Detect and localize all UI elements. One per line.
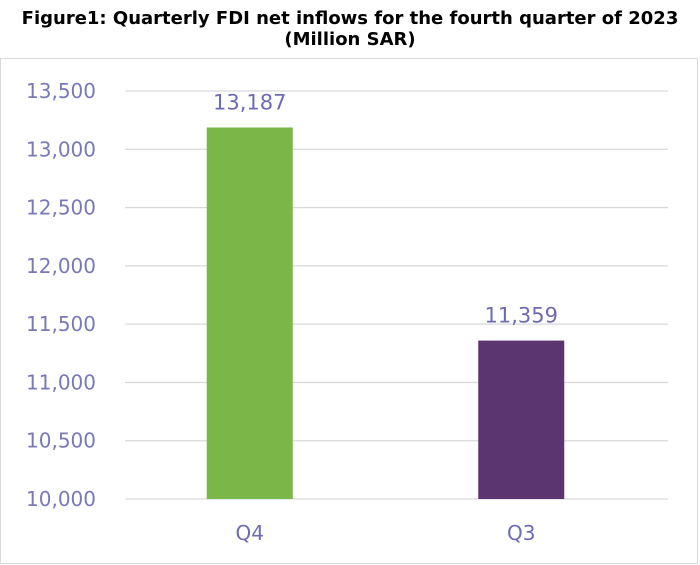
y-tick-label: 12,500 [26,196,96,220]
data-label-q3: 11,359 [485,304,558,328]
y-tick-label: 12,000 [26,254,96,278]
chart-title: Figure1: Quarterly FDI net inflows for t… [0,8,700,50]
chart-subtitle: (Million SAR) [284,29,416,50]
bars [206,127,565,500]
y-axis-ticks: 10,000 10,500 11,000 11,500 12,000 12,500 13,0… [26,79,96,511]
chart-title-main: Figure1: Quarterly FDI net inflows for t… [21,8,679,29]
y-tick-label: 11,000 [26,370,96,394]
y-tick-label: 10,000 [26,487,96,511]
chart-frame [0,58,698,564]
gridlines [125,90,668,500]
data-label-q4: 13,187 [213,90,286,114]
y-tick-label: 11,500 [26,312,96,336]
data-labels: 13,187 11,359 [213,90,558,327]
y-tick-label: 13,500 [26,79,96,103]
y-tick-label: 10,500 [26,429,96,453]
y-tick-label: 13,000 [26,137,96,161]
x-category-q3: Q3 [507,521,535,545]
bar-q3 [478,340,565,499]
bar-q4 [206,127,293,500]
x-category-q4: Q4 [236,521,264,545]
x-axis-categories: Q4 Q3 [236,521,536,545]
